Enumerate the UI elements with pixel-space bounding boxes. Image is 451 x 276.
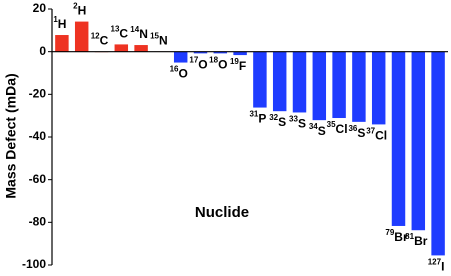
mass-number: 15 xyxy=(150,32,159,41)
y-axis-label: Mass Defect (mDa) xyxy=(3,73,19,198)
bar xyxy=(55,35,69,52)
bar xyxy=(411,51,426,231)
element-symbol: N xyxy=(159,34,168,48)
mass-number: 13 xyxy=(111,25,120,34)
category-label: 79Br xyxy=(385,228,408,244)
y-tick-label: -100 xyxy=(22,257,46,271)
element-symbol: I xyxy=(441,260,444,274)
x-axis-label: Nuclide xyxy=(195,204,249,221)
bar xyxy=(391,51,406,226)
mass-number: 37 xyxy=(366,127,375,136)
element-symbol: O xyxy=(198,58,207,72)
category-label: 36S xyxy=(348,124,365,140)
bar xyxy=(312,51,327,121)
category-label: 1H xyxy=(53,15,66,31)
mass-number: 81 xyxy=(405,232,414,241)
mass-number: 14 xyxy=(130,25,139,34)
category-label: 17O xyxy=(189,55,207,71)
mass-number: 33 xyxy=(289,115,298,124)
category-label: 81Br xyxy=(405,232,428,248)
bar xyxy=(272,51,287,112)
y-tick-label: 0 xyxy=(39,44,46,58)
y-tick-label: -80 xyxy=(29,215,47,229)
bar xyxy=(173,51,188,63)
mass-number: 2 xyxy=(73,2,78,11)
category-label: 12C xyxy=(91,32,109,48)
category-label: 34S xyxy=(309,122,326,138)
mass-number: 34 xyxy=(309,122,318,131)
element-symbol: Cl xyxy=(375,129,387,143)
category-label: 37Cl xyxy=(366,127,387,143)
category-label: 33S xyxy=(289,115,306,131)
element-symbol: P xyxy=(258,112,266,126)
mass-number: 35 xyxy=(327,120,336,129)
bar xyxy=(193,51,208,54)
mass-number: 32 xyxy=(269,113,278,122)
element-symbol: H xyxy=(78,4,87,18)
bar xyxy=(114,44,129,52)
category-label: 13C xyxy=(111,25,129,41)
mass-number: 79 xyxy=(385,228,394,237)
bar xyxy=(431,51,445,256)
bar xyxy=(371,51,386,125)
element-symbol: S xyxy=(357,126,365,140)
mass-number: 127 xyxy=(428,258,442,267)
element-symbol: C xyxy=(119,27,128,41)
mass-number: 1 xyxy=(53,15,58,24)
element-symbol: H xyxy=(58,17,67,31)
category-label: 35Cl xyxy=(327,120,348,136)
mass-number: 17 xyxy=(189,55,198,64)
category-label: 32S xyxy=(269,113,286,129)
bar xyxy=(233,51,247,56)
y-tick-label: -60 xyxy=(29,172,47,186)
bar xyxy=(352,51,366,122)
category-label: 19F xyxy=(230,57,246,73)
element-symbol: N xyxy=(139,27,148,41)
element-symbol: O xyxy=(218,58,227,72)
y-tick-label: 20 xyxy=(33,1,47,15)
category-label: 18O xyxy=(209,55,227,71)
element-symbol: Br xyxy=(414,234,428,248)
element-symbol: S xyxy=(318,124,326,138)
category-label: 127I xyxy=(428,258,445,274)
y-tick-label: -20 xyxy=(29,87,47,101)
bar xyxy=(74,21,89,52)
bar xyxy=(292,51,307,113)
element-symbol: F xyxy=(239,59,246,73)
bar xyxy=(332,51,346,119)
category-label: 16O xyxy=(170,65,188,81)
bar xyxy=(213,51,228,54)
element-symbol: S xyxy=(278,115,286,129)
mass-number: 31 xyxy=(249,110,258,119)
mass-number: 16 xyxy=(170,65,179,74)
category-label: 14N xyxy=(130,25,148,41)
category-label: 15N xyxy=(150,32,168,48)
element-symbol: Cl xyxy=(336,122,348,136)
mass-number: 36 xyxy=(348,124,357,133)
mass-number: 18 xyxy=(209,55,218,64)
bar xyxy=(134,45,148,52)
mass-number: 19 xyxy=(230,57,239,66)
element-symbol: O xyxy=(178,67,187,81)
mass-number: 12 xyxy=(91,32,100,41)
category-label: 31P xyxy=(249,110,266,126)
element-symbol: C xyxy=(100,34,109,48)
y-tick-label: -40 xyxy=(29,129,47,143)
element-symbol: Br xyxy=(394,230,408,244)
category-label: 2H xyxy=(73,2,86,18)
bar xyxy=(253,51,267,108)
element-symbol: S xyxy=(298,117,306,131)
